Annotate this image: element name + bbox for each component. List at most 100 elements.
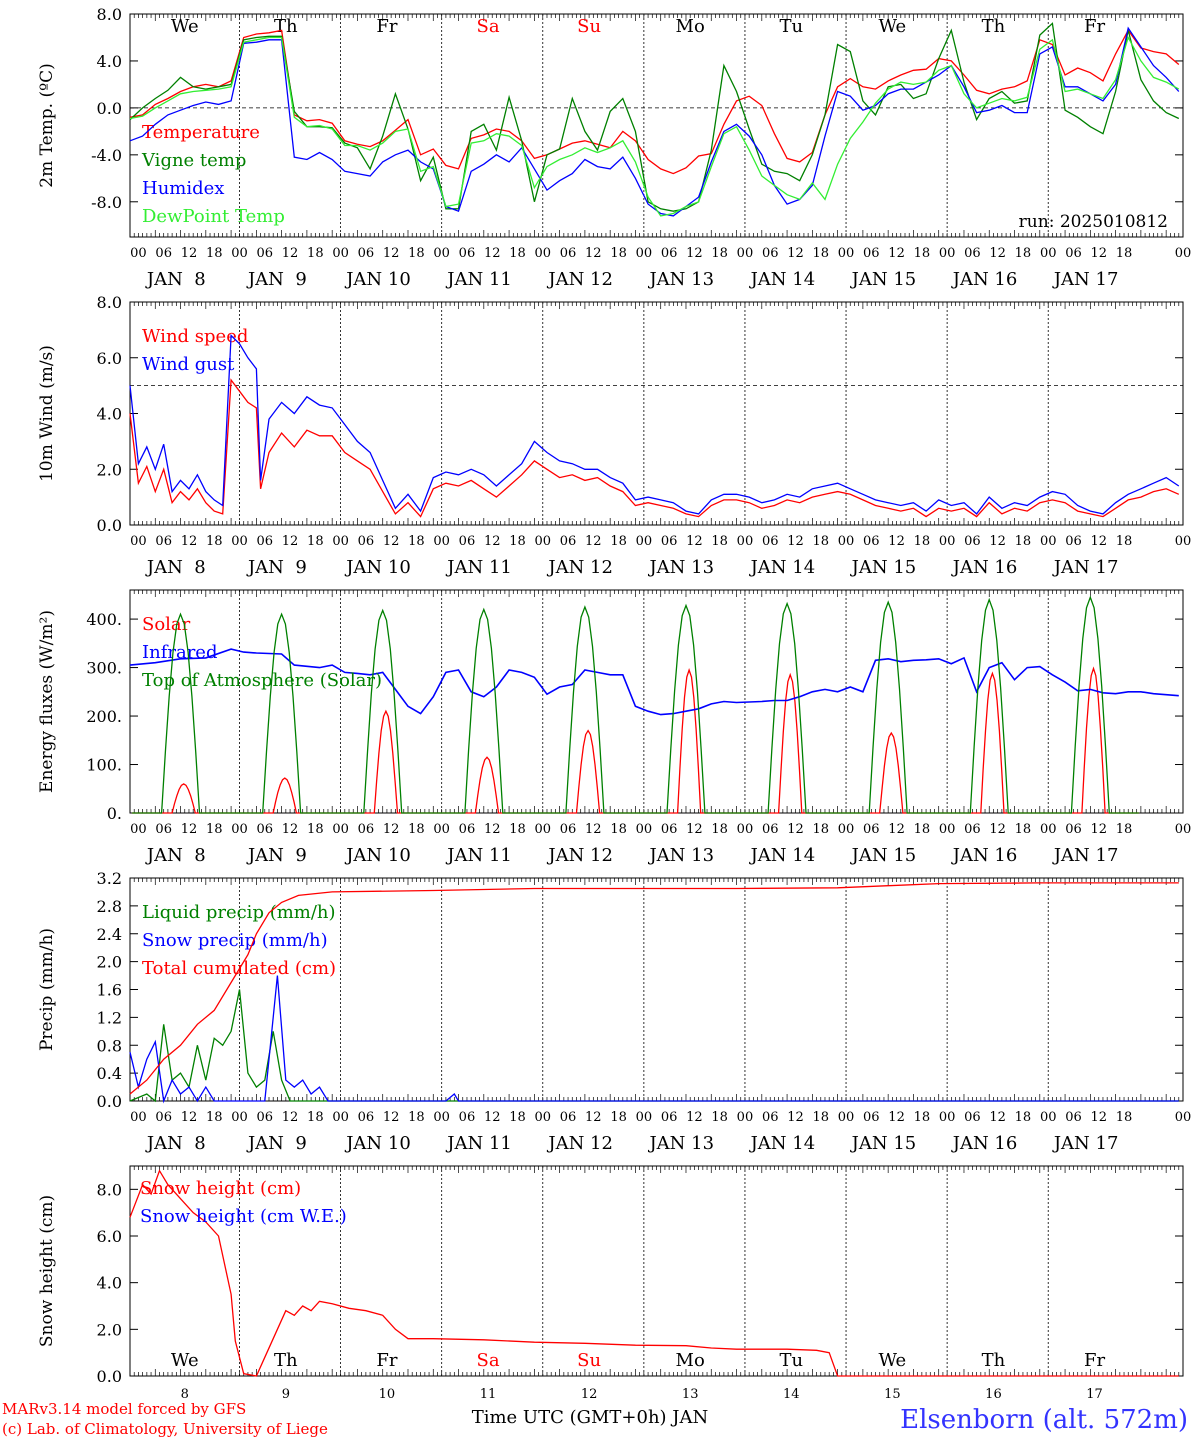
hour-label: 06 <box>762 534 779 549</box>
plot-frame <box>129 301 1184 526</box>
hour-label: 06 <box>155 534 172 549</box>
y-axis-label: 10m Wind (m/s) <box>37 345 57 482</box>
header-day: Fr <box>1084 16 1105 37</box>
date-label: JAN 10 <box>344 269 411 290</box>
date-label: JAN 12 <box>546 845 613 866</box>
hour-label: 12 <box>282 534 299 549</box>
date-label: JAN 17 <box>1052 1133 1119 1154</box>
hour-label: 12 <box>686 534 703 549</box>
hour-label: 06 <box>1065 246 1082 261</box>
hour-label: 06 <box>155 822 172 837</box>
hour-label: 18 <box>307 246 324 261</box>
date-label: JAN 9 <box>246 269 307 290</box>
hour-label: 06 <box>257 534 274 549</box>
hour-label: 00 <box>332 534 349 549</box>
hour-label: 18 <box>1015 1110 1032 1125</box>
hour-label: 00 <box>535 822 552 837</box>
legend-entry: Wind speed <box>142 326 248 347</box>
hour-label: 18 <box>812 822 829 837</box>
date-label: JAN 13 <box>647 1133 714 1154</box>
hour-label: 00 <box>636 1110 653 1125</box>
hour-label: 18 <box>307 822 324 837</box>
hour-label: 00 <box>636 822 653 837</box>
hour-label: 18 <box>914 822 931 837</box>
hour-label: 18 <box>914 534 931 549</box>
hour-label: 18 <box>711 1110 728 1125</box>
date-label: JAN 8 <box>145 269 206 290</box>
hour-label: 18 <box>509 246 526 261</box>
hour-label: 18 <box>711 534 728 549</box>
hour-label: 00 <box>1040 1110 1057 1125</box>
y-axis-label: 2m Temp. (ºC) <box>37 63 57 188</box>
date-label: JAN 8 <box>145 845 206 866</box>
y-tick-label: 4.0 <box>97 405 122 424</box>
hour-label: 06 <box>964 246 981 261</box>
y-tick-label: 100. <box>86 756 122 775</box>
hour-label: 06 <box>560 246 577 261</box>
hour-label: 18 <box>610 534 627 549</box>
y-tick-label: 0.8 <box>97 1036 122 1055</box>
hour-label: 00 <box>433 534 450 549</box>
hour-label: 12 <box>989 1110 1006 1125</box>
hour-label: 12 <box>585 246 602 261</box>
hour-label: 12 <box>383 534 400 549</box>
hour-label: 06 <box>257 1110 274 1125</box>
hour-label: 06 <box>863 534 880 549</box>
hour-label: 18 <box>206 534 223 549</box>
hour-label: 06 <box>964 1110 981 1125</box>
hour-label: 18 <box>812 534 829 549</box>
day-number: 17 <box>1086 1387 1103 1402</box>
hour-label: 12 <box>686 1110 703 1125</box>
series-line-total-cumulated-cm- <box>129 882 1179 1095</box>
hour-label: 00 <box>1040 534 1057 549</box>
date-label: JAN 17 <box>1052 269 1119 290</box>
hour-label: 12 <box>585 534 602 549</box>
hour-label: 18 <box>206 1110 223 1125</box>
hour-label: 06 <box>459 534 476 549</box>
hour-label: 12 <box>888 534 905 549</box>
hour-label: 18 <box>711 822 728 837</box>
hour-label: 00 <box>737 246 754 261</box>
series-line-vigne-temp <box>129 22 1180 212</box>
bottom-day: Th <box>274 1350 298 1371</box>
hour-label: 00 <box>231 534 248 549</box>
hour-label: 12 <box>989 534 1006 549</box>
hour-label: 00 <box>838 246 855 261</box>
hour-label: 06 <box>762 1110 779 1125</box>
hour-label: 06 <box>358 822 375 837</box>
hour-label: 18 <box>610 246 627 261</box>
legend-entry: Humidex <box>142 178 224 199</box>
hour-label: 12 <box>383 822 400 837</box>
hour-label: 18 <box>812 246 829 261</box>
hour-label: 18 <box>610 822 627 837</box>
hour-label: 06 <box>257 246 274 261</box>
series-line-liquid-precip-mm-h- <box>129 989 1179 1103</box>
hour-label: 06 <box>863 246 880 261</box>
legend-entry: Infrared <box>142 642 217 663</box>
hour-label: 12 <box>989 822 1006 837</box>
y-axis-label: Energy fluxes (W/m²) <box>37 610 57 793</box>
y-tick-label: 8.0 <box>97 5 122 24</box>
hour-label: 12 <box>888 1110 905 1125</box>
hour-label: 12 <box>484 246 501 261</box>
hour-label: 12 <box>282 822 299 837</box>
date-label: JAN 9 <box>246 845 307 866</box>
hour-label: 00 <box>939 1110 956 1125</box>
hour-label: 12 <box>787 534 804 549</box>
hour-label: 18 <box>408 246 425 261</box>
bottom-day: Sa <box>476 1350 499 1371</box>
hour-label: 18 <box>1116 534 1133 549</box>
y-axis-label: Precip (mm/h) <box>37 928 57 1051</box>
hour-label: 18 <box>206 246 223 261</box>
x-axis-title: Time UTC (GMT+0h) JAN <box>472 1407 709 1428</box>
bottom-day: Mo <box>676 1350 705 1371</box>
series-line-humidex <box>129 26 1180 217</box>
hour-label: 00 <box>231 246 248 261</box>
hour-label: 12 <box>383 1110 400 1125</box>
y-tick-label: 0.4 <box>97 1064 122 1083</box>
hour-label: 06 <box>863 822 880 837</box>
hour-label: 18 <box>1015 246 1032 261</box>
hour-label: 00 <box>838 534 855 549</box>
series-line-infrared <box>129 648 1179 716</box>
hour-label: 00 <box>737 1110 754 1125</box>
